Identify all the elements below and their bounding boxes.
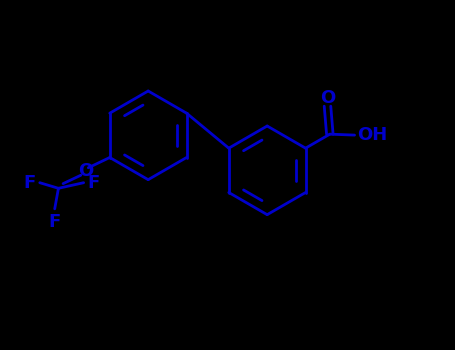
Text: F: F: [24, 174, 36, 192]
Text: F: F: [49, 212, 61, 231]
Text: O: O: [78, 162, 93, 180]
Text: O: O: [320, 89, 335, 107]
Text: OH: OH: [357, 126, 387, 144]
Text: F: F: [87, 174, 100, 192]
